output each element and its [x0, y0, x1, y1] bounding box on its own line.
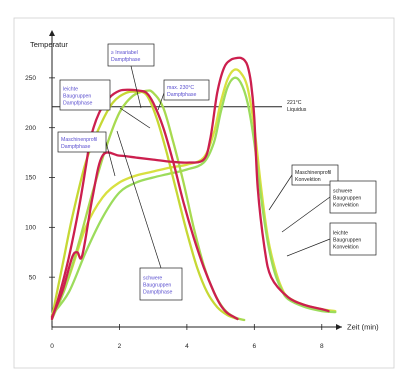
x-tick-label: 2: [118, 343, 122, 350]
labels-group: 50 100 150 200 250 0 2 4 6 8 Temperatur Zeit (min) 2…: [25, 40, 379, 350]
y-tick-label: 100: [25, 225, 36, 232]
annotation-text: Konvektion: [295, 177, 321, 183]
annotation-text: Baugruppen: [143, 283, 171, 289]
annotation-text: Konvektion: [333, 203, 359, 209]
annotation-box: [139, 267, 183, 301]
x-tick-label: 8: [320, 343, 324, 350]
annotation-box: [329, 222, 377, 256]
annotation-text: ≥ Invariabel: [111, 50, 138, 56]
annotation-leader: [105, 141, 116, 177]
annotation-text: Dampfphase: [61, 144, 91, 150]
annotation-text: leichte: [63, 87, 78, 93]
x-tick-label: 4: [185, 343, 189, 350]
annotation-text: Dampfphase: [63, 101, 93, 107]
annotation-text: Dampfphase: [111, 57, 141, 63]
annotation-box: [59, 79, 111, 111]
annotation-text: Baugruppen: [63, 94, 91, 100]
annotation-text: Dampfphase: [143, 290, 173, 296]
x-tick-label: 0: [50, 343, 54, 350]
annotation-leader: [268, 174, 293, 211]
annotation-box: [291, 164, 339, 186]
annotation-text: Baugruppen: [333, 196, 361, 202]
annotation-leader: [130, 65, 142, 109]
liquidus-label: 221°C: [287, 100, 302, 106]
series-line-maschinenprofil-konvektion: [50, 56, 330, 319]
y-tick-label: 50: [29, 274, 37, 281]
annotation-box: [57, 131, 107, 153]
figure-frame: [13, 17, 395, 369]
series-group: [50, 56, 337, 322]
annotation-leader: [286, 238, 331, 257]
series-line-maschinenprofil-dampfphase: [50, 88, 239, 321]
annotation-text: Konvektion: [333, 245, 359, 251]
y-tick-label: 250: [25, 75, 36, 82]
annotation-text: schwere: [143, 276, 162, 282]
y-tick-label: 200: [25, 125, 36, 132]
annotation-text: leichte: [333, 231, 348, 237]
y-tick-label: 150: [25, 175, 36, 182]
annotation-leader: [116, 130, 162, 269]
annotation-box: [163, 79, 210, 101]
annotation-box: [107, 43, 155, 67]
liquidus-label: Liquidus: [287, 107, 307, 113]
y-axis-arrow: [49, 30, 55, 36]
annotation-text: Baugruppen: [333, 238, 361, 244]
x-axis-arrow: [336, 324, 342, 330]
series-line-schwere-baugruppen-konvektion: [50, 76, 337, 317]
annotation-text: Maschinenprofil: [61, 137, 97, 143]
annotation-text: max. 230°C: [167, 85, 194, 91]
annotation-text: Maschinenprofil: [295, 170, 331, 176]
annotation-box: [329, 180, 377, 214]
annotation-leader: [119, 107, 151, 129]
annotation-text: schwere: [333, 189, 352, 195]
x-axis-label: Zeit (min): [347, 323, 379, 332]
annotation-leader: [281, 196, 331, 233]
y-axis-label: Temperatur: [30, 40, 68, 49]
series-line-leichte-baugruppen-dampfphase: [50, 90, 239, 321]
x-tick-label: 6: [253, 343, 257, 350]
annotation-leader: [157, 92, 165, 111]
annotation-text: Dampfphase: [167, 92, 197, 98]
